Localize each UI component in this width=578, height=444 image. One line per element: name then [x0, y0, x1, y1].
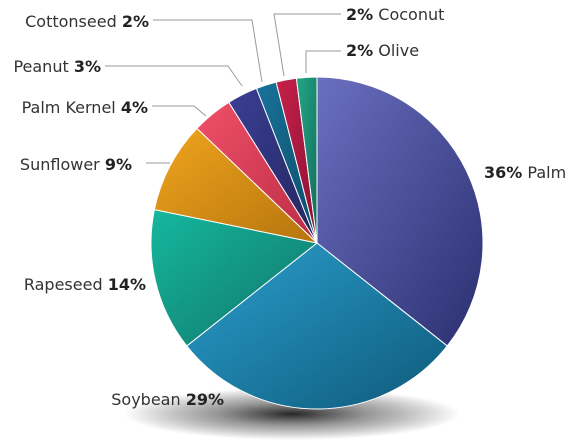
slice-percent: 14% — [108, 275, 146, 294]
slice-label-palm-kernel: Palm Kernel 4% — [22, 98, 148, 117]
slice-label-peanut: Peanut 3% — [13, 57, 101, 76]
pie-slice-rapeseed — [150, 209, 319, 347]
pie-slice-palm — [316, 76, 484, 347]
slice-percent: 9% — [105, 155, 132, 174]
slice-name: Coconut — [378, 5, 444, 24]
slice-label-olive: 2% Olive — [346, 41, 419, 60]
leader-line — [273, 13, 341, 77]
slice-percent: 3% — [74, 57, 101, 76]
slice-name: Sunflower — [20, 155, 100, 174]
slice-percent: 2% — [122, 12, 149, 31]
pie-slice-soybean — [186, 242, 448, 410]
slice-name: Palm — [527, 163, 566, 182]
slice-percent: 2% — [346, 5, 373, 24]
slice-percent: 36% — [484, 163, 522, 182]
pie-shadow — [124, 388, 460, 440]
slice-name: Peanut — [13, 57, 68, 76]
slice-label-soybean: Soybean 29% — [111, 390, 224, 409]
slice-label-palm: 36% Palm — [484, 163, 566, 182]
pie-slice-sunflower — [153, 127, 319, 244]
leader-line — [305, 50, 341, 73]
slice-percent: 2% — [346, 41, 373, 60]
slice-labels: 36% Palm Soybean 29% Rapeseed 14% Sunflower… — [13, 5, 566, 409]
slice-name: Cottonseed — [25, 12, 117, 31]
leader-line — [105, 65, 243, 87]
slice-label-sunflower: Sunflower 9% — [20, 155, 132, 174]
leader-line — [153, 19, 263, 83]
leader-lines — [105, 13, 341, 164]
slice-name: Soybean — [111, 390, 180, 409]
pie-slice-olive — [295, 76, 318, 244]
slice-name: Palm Kernel — [22, 98, 116, 117]
slice-percent: 29% — [186, 390, 224, 409]
pie-slices — [150, 76, 484, 410]
leader-line — [152, 105, 207, 117]
slice-label-cottonseed: Cottonseed 2% — [25, 12, 149, 31]
slice-label-rapeseed: Rapeseed 14% — [24, 275, 146, 294]
slice-name: Rapeseed — [24, 275, 103, 294]
slice-percent: 4% — [121, 98, 148, 117]
slice-name: Olive — [378, 41, 419, 60]
slice-label-coconut: 2% Coconut — [346, 5, 444, 24]
